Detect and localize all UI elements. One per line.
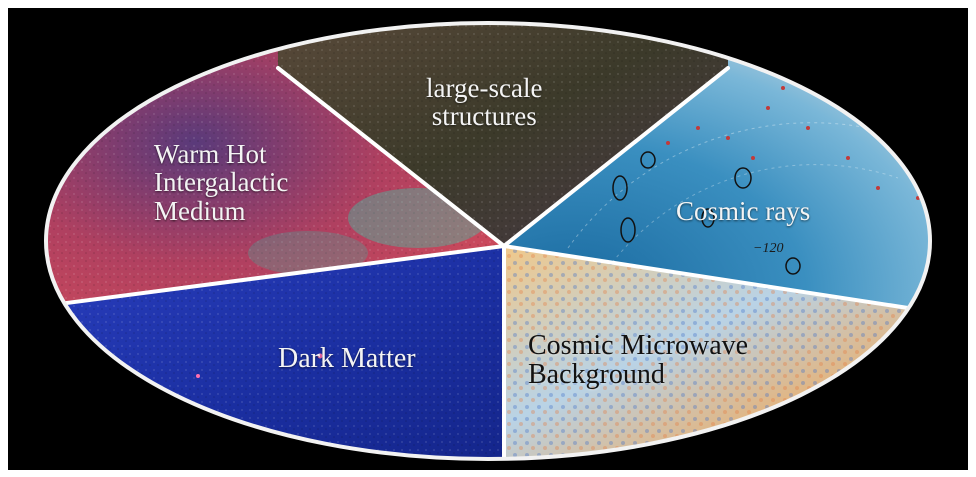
label-cmb: Cosmic Microwave Background [528,330,749,391]
segmented-ellipse-illustration: −120 [44,21,932,461]
figure-canvas: −120 large-scale structures Warm Hot [8,8,968,470]
label-whim: Warm Hot Intergalactic Medium [154,139,289,226]
segment-dividers [46,66,910,459]
cosmic-rays-axis-tick: −120 [753,241,783,256]
ellipse-border [44,21,932,461]
label-large-scale-structures: large-scale structures [426,73,543,132]
label-dark-matter: Dark Matter [278,343,416,374]
label-cosmic-rays: Cosmic rays [676,196,811,226]
